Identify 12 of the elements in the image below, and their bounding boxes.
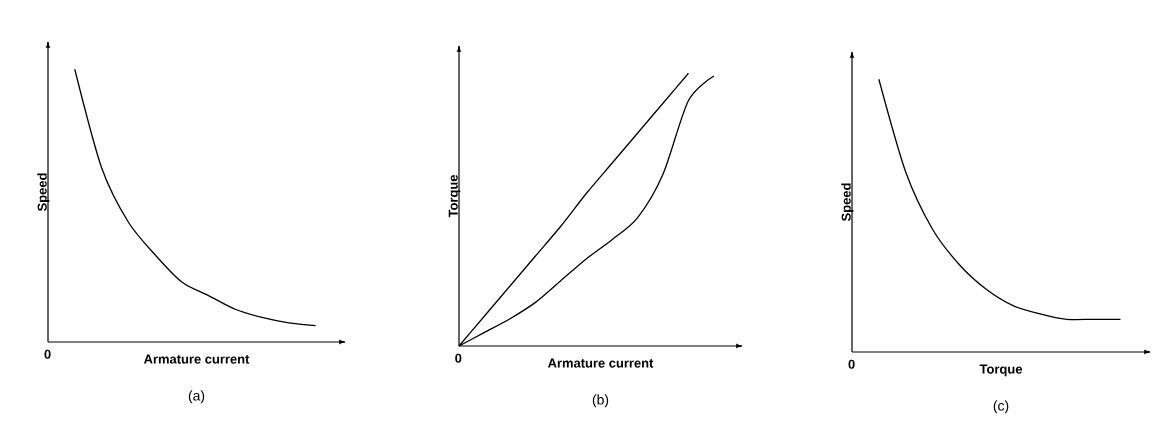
text: 0 xyxy=(848,359,855,369)
y-axis-title: Torque xyxy=(448,174,461,218)
x-axis-title: Armature current xyxy=(547,358,654,368)
text: (b) xyxy=(592,394,609,408)
text: (a) xyxy=(188,390,205,404)
y-axis-title: Speed xyxy=(841,183,854,222)
text: 0 xyxy=(455,353,462,363)
text: 0 xyxy=(44,349,51,359)
text: (c) xyxy=(993,400,1009,414)
y-axis-title: Speed xyxy=(37,173,50,212)
x-axis-title: Armature current xyxy=(143,354,250,364)
x-axis-title: Torque xyxy=(979,364,1023,377)
